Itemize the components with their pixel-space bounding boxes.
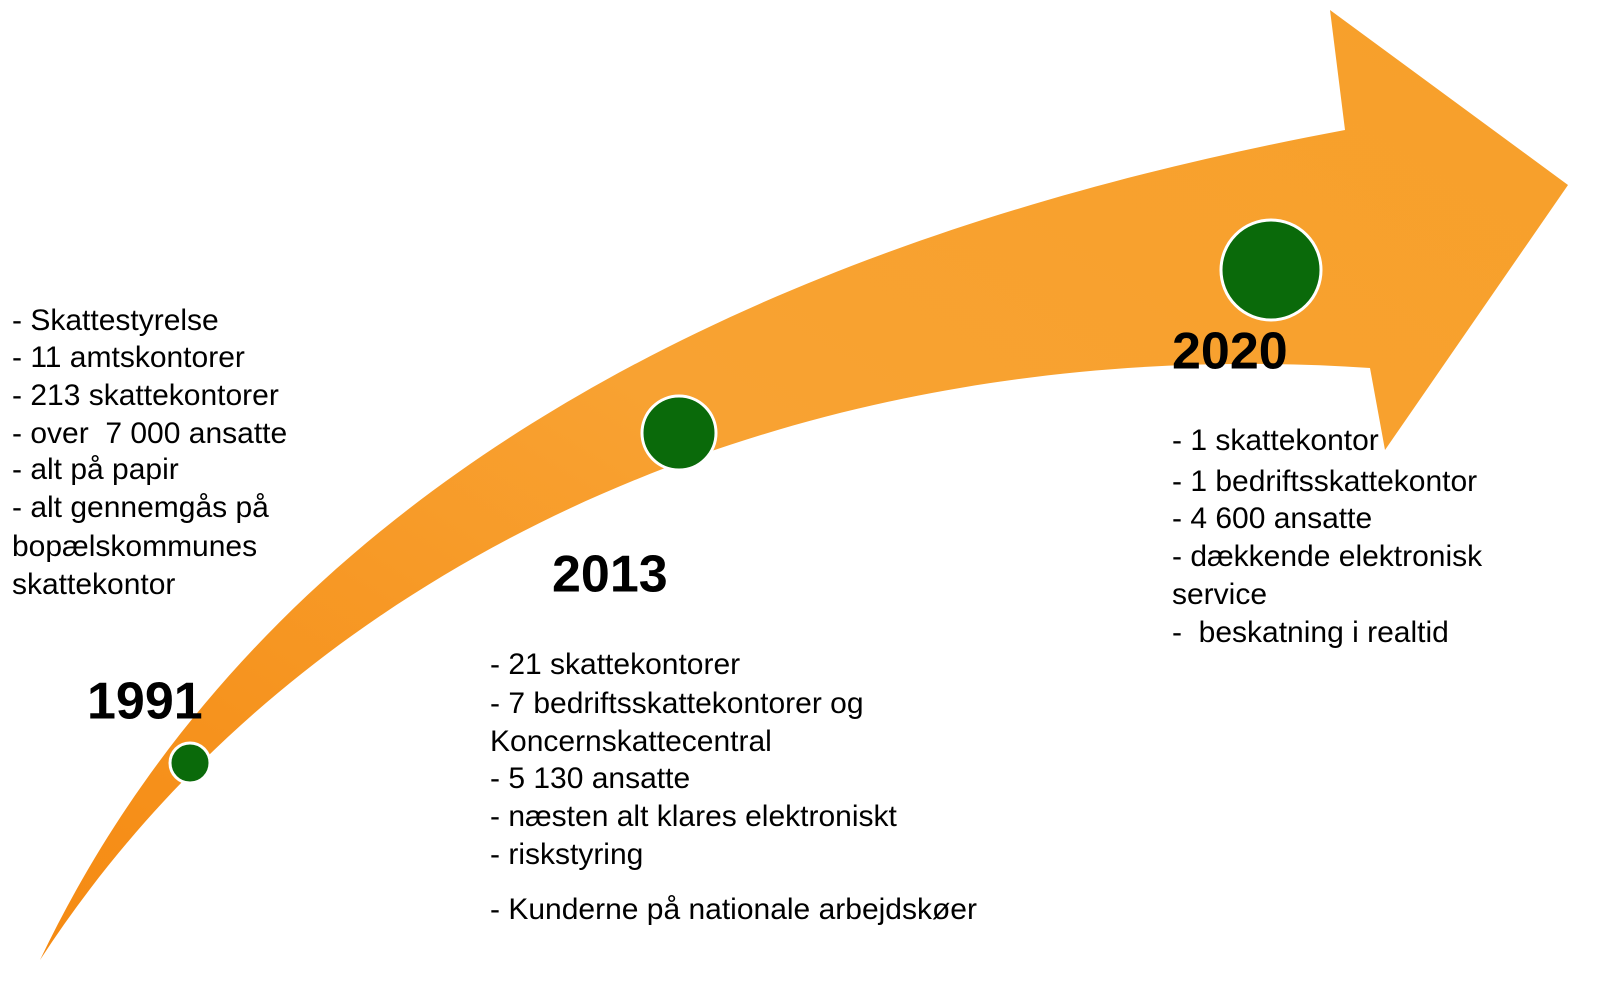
milestone-item: - 11 amtskontorer — [12, 341, 245, 374]
milestone-item: - 1 bedriftsskattekontor — [1172, 465, 1477, 498]
arrow — [40, 10, 1568, 960]
milestone-item: bopælskommunes — [12, 530, 257, 563]
milestone-dot — [168, 741, 212, 785]
milestone-item: - 7 bedriftsskattekontorer og — [490, 687, 864, 720]
milestone-dot — [1219, 218, 1323, 322]
milestone-item: - dækkende elektronisk — [1172, 540, 1483, 573]
milestone-item: - beskatning i realtid — [1172, 616, 1449, 649]
year-label: 1991 — [87, 673, 203, 731]
milestone-item: - 5 130 ansatte — [490, 762, 690, 795]
milestone-item: - 213 skattekontorer — [12, 379, 279, 412]
milestone-item: - 4 600 ansatte — [1172, 502, 1372, 535]
milestone-dot — [640, 394, 718, 472]
milestone-item: - Kunderne på nationale arbejdskøer — [490, 893, 977, 926]
milestone-item: - riskstyring — [490, 838, 643, 871]
year-label: 2020 — [1172, 323, 1288, 381]
milestone-item: - næsten alt klares elektroniskt — [490, 800, 897, 833]
milestone-item: - 21 skattekontorer — [490, 648, 740, 681]
milestone-item: - alt på papir — [12, 453, 179, 486]
milestone-item: skattekontor — [12, 568, 175, 601]
milestone-item: - 1 skattekontor — [1172, 424, 1379, 457]
milestone-item: Koncernskattecentral — [490, 725, 772, 758]
milestone-item: service — [1172, 578, 1267, 611]
year-label: 2013 — [552, 546, 668, 604]
milestone-item: - over 7 000 ansatte — [12, 417, 287, 450]
milestone-item: - Skattestyrelse — [12, 304, 219, 337]
milestone-item: - alt gennemgås på — [12, 491, 269, 524]
